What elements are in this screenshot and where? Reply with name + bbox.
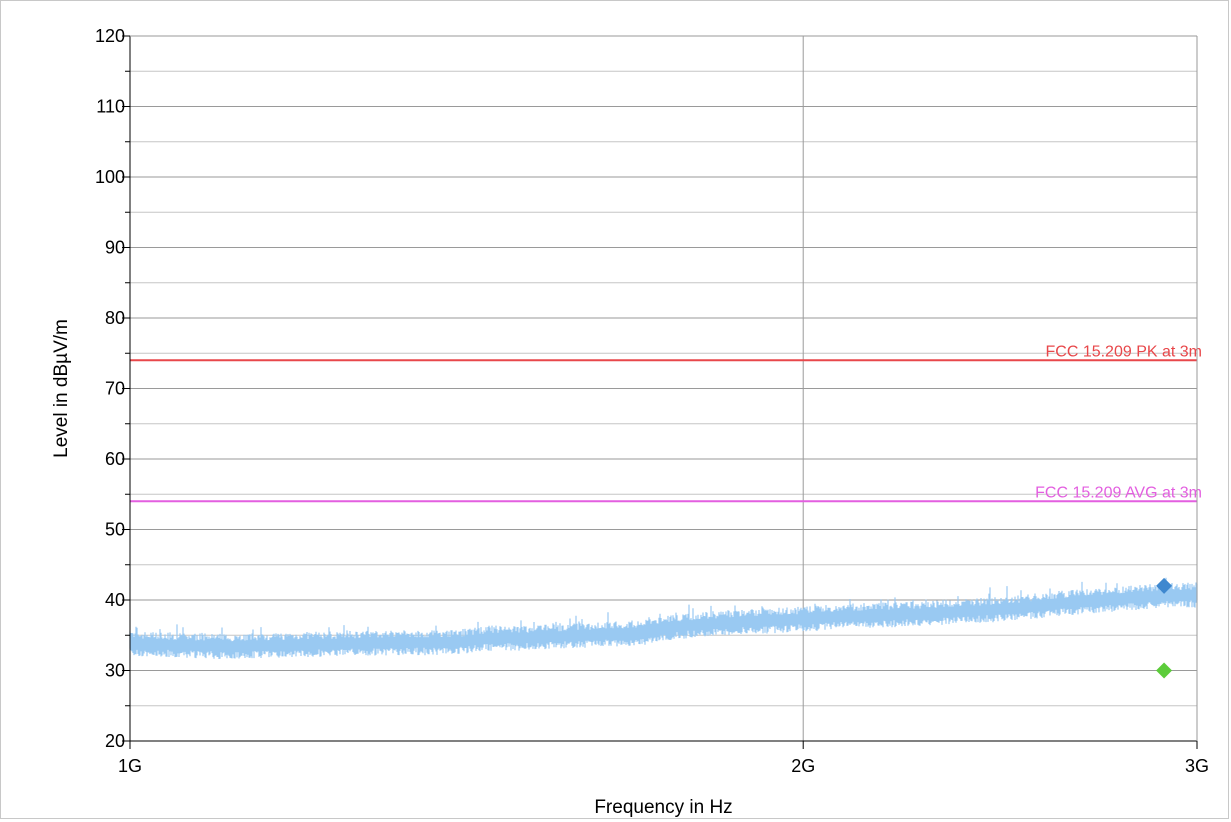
limit-lines: FCC 15.209 PK at 3m FCC 15.209 AVG at 3m bbox=[130, 343, 1202, 503]
y-tick-label: 50 bbox=[105, 520, 125, 540]
limit-line-label: FCC 15.209 AVG at 3m bbox=[1035, 484, 1202, 501]
y-tick-label: 20 bbox=[105, 731, 125, 751]
y-tick-label: 60 bbox=[105, 449, 125, 469]
x-tick-label: 1G bbox=[118, 756, 142, 776]
y-tick-labels: 20 30 40 50 60 70 80 90 100 110 120 bbox=[95, 26, 125, 751]
y-tick-label: 120 bbox=[95, 26, 125, 46]
marker-diamond bbox=[1156, 577, 1173, 594]
marker-diamond bbox=[1156, 662, 1173, 679]
y-tick-label: 70 bbox=[105, 379, 125, 399]
minor-gridlines bbox=[130, 70, 1197, 707]
trace-band bbox=[129, 577, 1198, 659]
x-tick-label: 3G bbox=[1185, 756, 1209, 776]
x-tick-labels: 1G 2G 3G bbox=[118, 756, 1209, 776]
y-tick-label: 80 bbox=[105, 308, 125, 328]
x-axis-title: Frequency in Hz bbox=[594, 797, 732, 818]
y-tick-label: 100 bbox=[95, 167, 125, 187]
final-markers bbox=[1156, 577, 1173, 679]
measurement-trace bbox=[129, 577, 1198, 659]
x-tick-label: 2G bbox=[791, 756, 815, 776]
y-tick-label: 30 bbox=[105, 661, 125, 681]
y-tick-label: 110 bbox=[96, 97, 125, 117]
y-tick-label: 90 bbox=[105, 238, 125, 258]
y-axis-title: Level in dBµV/m bbox=[51, 319, 72, 458]
y-tick-label: 40 bbox=[105, 590, 125, 610]
axes bbox=[122, 35, 1198, 749]
limit-line-label: FCC 15.209 PK at 3m bbox=[1045, 343, 1202, 360]
